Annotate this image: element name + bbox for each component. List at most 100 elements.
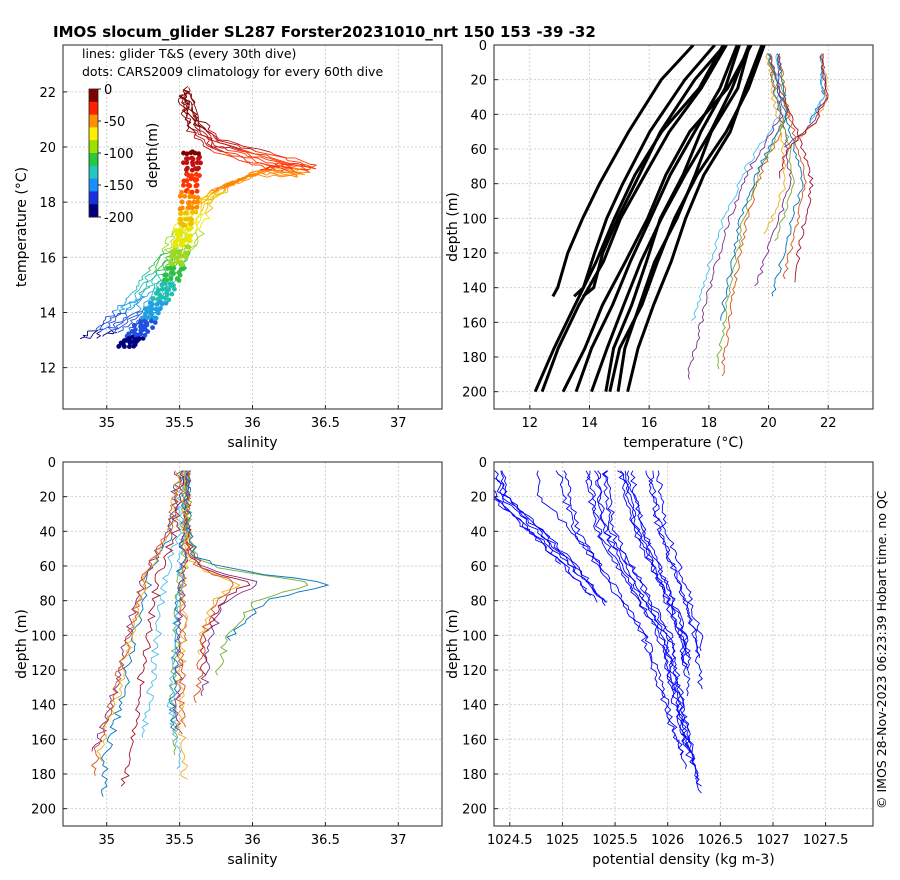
glider-ts-segment bbox=[152, 268, 157, 274]
glider-ts-segment bbox=[215, 136, 219, 141]
glider-ts-segment bbox=[189, 114, 194, 119]
glider-ts-segment bbox=[230, 146, 241, 151]
glider-ts-segment bbox=[193, 242, 197, 246]
glider-ts-segment bbox=[233, 180, 238, 186]
glider-ts-segment bbox=[120, 302, 129, 308]
glider-ts-segment bbox=[165, 257, 168, 261]
glider-ts-segment bbox=[197, 233, 205, 239]
sz-data bbox=[90, 470, 330, 797]
glider-ts-segment bbox=[206, 140, 210, 144]
glider-ts-segment bbox=[232, 156, 239, 161]
glider-ts-segment bbox=[121, 323, 126, 327]
glider-ts-segment bbox=[153, 262, 156, 265]
glider-ts-segment bbox=[136, 296, 145, 301]
climatology-dot bbox=[179, 210, 184, 216]
glider-ts-segment bbox=[266, 154, 271, 158]
glider-ts-segment bbox=[257, 154, 260, 156]
glider-ts-segment bbox=[288, 163, 295, 166]
climatology-dot bbox=[188, 233, 194, 239]
y-axis-label: depth (m) bbox=[14, 609, 30, 679]
glider-ts-segment bbox=[241, 156, 252, 159]
climatology-dot bbox=[171, 249, 177, 255]
glider-ts-segment bbox=[199, 218, 202, 222]
glider-ts-segment bbox=[156, 261, 159, 266]
climatology-dot bbox=[184, 165, 190, 171]
glider-ts-segment bbox=[236, 143, 243, 147]
climatology-dot bbox=[187, 200, 192, 205]
glider-ts-segment bbox=[104, 325, 111, 330]
glider-ts-segment bbox=[157, 257, 160, 262]
y-tick-label: 0 bbox=[479, 456, 487, 471]
legend-lines-text: lines: glider T&S (every 30th dive) bbox=[82, 46, 296, 61]
glider-ts-segment bbox=[227, 149, 237, 152]
climatology-dot bbox=[163, 300, 169, 306]
glider-ts-segment bbox=[186, 127, 190, 132]
colorbar-tick-label: 0 bbox=[104, 83, 112, 98]
x-tick-label: 1026 bbox=[651, 833, 684, 848]
glider-ts-segment bbox=[171, 233, 176, 238]
x-tick-label: 20 bbox=[760, 416, 777, 431]
glider-ts-segment bbox=[134, 294, 137, 299]
y-tick-label: 200 bbox=[462, 803, 487, 818]
x-tick-label: 37 bbox=[390, 416, 407, 431]
glider-ts-segment bbox=[266, 166, 276, 169]
glider-ts-segment bbox=[162, 260, 166, 265]
climatology-dot bbox=[180, 242, 186, 248]
glider-ts-segment bbox=[138, 278, 144, 282]
climatology-dot bbox=[189, 205, 195, 211]
x-tick-label: 1025.5 bbox=[592, 833, 638, 848]
glider-ts-segment bbox=[147, 284, 154, 288]
glider-ts-segment bbox=[117, 305, 119, 310]
glider-ts-segment bbox=[294, 157, 302, 162]
glider-ts-segment bbox=[194, 133, 197, 136]
climatology-dot bbox=[177, 250, 183, 255]
glider-ts-segment bbox=[221, 191, 228, 195]
glider-ts-segment bbox=[99, 323, 104, 330]
climatology-dot bbox=[181, 160, 186, 166]
density-profile bbox=[595, 470, 693, 752]
glider-ts-segment bbox=[79, 336, 86, 340]
glider-ts-segment bbox=[287, 160, 301, 163]
colorbar: 0 -50 -100 -150 -200 bbox=[88, 83, 134, 226]
figure-title: IMOS slocum_glider SL287 Forster20231010… bbox=[53, 23, 596, 41]
y-tick-label: 200 bbox=[31, 803, 56, 818]
glider-ts-segment bbox=[131, 314, 139, 318]
glider-ts-segment bbox=[123, 316, 128, 319]
climatology-dot bbox=[131, 322, 137, 328]
x-tick-label: 1027 bbox=[756, 833, 789, 848]
glider-ts-segment bbox=[196, 240, 199, 246]
glider-ts-segment bbox=[168, 273, 171, 277]
credit-text: © IMOS 28-Nov-2023 06:23:39 Hobart time.… bbox=[874, 490, 889, 809]
climatology-dot bbox=[148, 318, 154, 324]
glider-ts-segment bbox=[96, 335, 101, 339]
climatology-dot bbox=[166, 297, 172, 303]
glider-ts-segment bbox=[135, 310, 140, 313]
glider-ts-segment bbox=[138, 317, 141, 320]
glider-ts-segment bbox=[164, 259, 173, 262]
glider-ts-segment bbox=[275, 162, 282, 165]
glider-ts-segment bbox=[236, 153, 243, 158]
glider-ts-segment bbox=[249, 171, 254, 174]
glider-ts-segment bbox=[268, 168, 272, 171]
glider-ts-segment bbox=[125, 297, 129, 300]
glider-ts-segment bbox=[182, 85, 189, 91]
glider-ts-segment bbox=[135, 303, 142, 309]
glider-salinity-profile bbox=[182, 470, 309, 676]
glider-ts-segment bbox=[193, 137, 202, 141]
density-profile bbox=[626, 470, 690, 658]
glider-ts-segment bbox=[291, 174, 298, 178]
glider-ts-segment bbox=[110, 320, 116, 324]
climatology-temperature-profile bbox=[551, 45, 695, 298]
glider-ts-segment bbox=[183, 91, 189, 98]
climatology-dot bbox=[194, 182, 200, 188]
glider-ts-segment bbox=[259, 148, 271, 153]
glider-ts-segment bbox=[215, 189, 218, 192]
glider-ts-segment bbox=[258, 170, 268, 172]
glider-ts-segment bbox=[193, 124, 200, 128]
glider-ts-segment bbox=[239, 180, 244, 184]
glider-ts-segment bbox=[117, 325, 123, 330]
climatology-temperature-profile bbox=[561, 45, 753, 393]
axes-frame bbox=[62, 44, 443, 410]
glider-ts-segment bbox=[169, 241, 173, 245]
glider-ts-segment bbox=[272, 171, 284, 174]
